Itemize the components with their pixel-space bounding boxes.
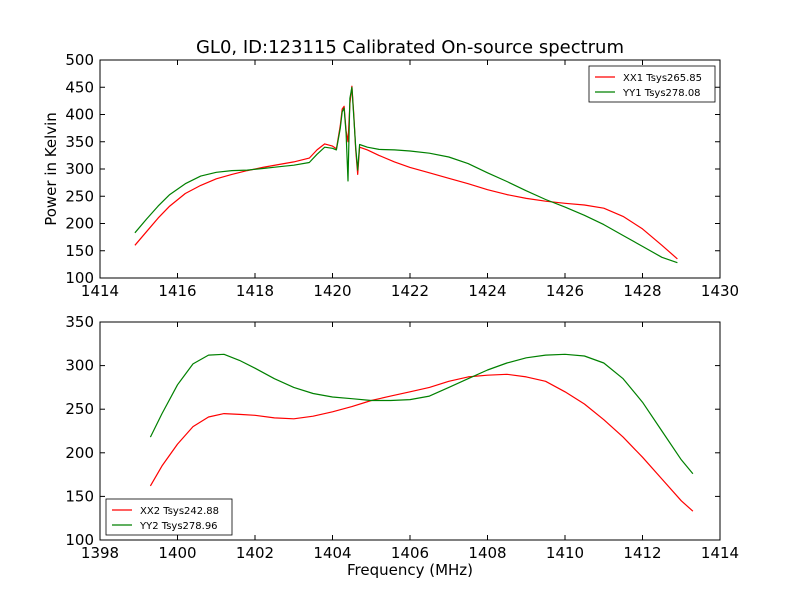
y-tick-label: 400 [65,106,94,124]
legend-box [588,65,716,103]
legend: XX1 Tsys265.85 YY1 Tsys278.08 [588,65,716,103]
x-axis-label: Frequency (MHz) [347,561,473,579]
x-tick-label: 1426 [546,282,584,300]
y-tick-label: 250 [65,187,94,205]
x-tick-label: 1422 [391,282,429,300]
x-tick-label: 1412 [623,544,661,562]
y-tick-label: 100 [65,269,94,287]
y-tick-label: 300 [65,357,94,375]
x-tick-label: 1400 [158,544,196,562]
y-tick-label: 150 [65,242,94,260]
y-tick-label: 500 [65,51,94,69]
x-tick-label: 1410 [546,544,584,562]
y-tick-label: 200 [65,444,94,462]
y-tick-label: 300 [65,160,94,178]
y-tick-label: 100 [65,531,94,549]
x-tick-label: 1430 [701,282,739,300]
top-panel: 1414 1416 1418 1420 1422 1424 1426 1428 1430 100 1… [42,51,739,300]
x-tick-label: 1406 [391,544,429,562]
legend: XX2 Tsys242.88 YY2 Tsys278.96 [105,498,233,536]
bottom-panel: 1398 1400 1402 1404 1406 1408 1410 1412 1414 100 1… [65,313,739,579]
y-tick-label: 350 [65,313,94,331]
y-axis-label: Power in Kelvin [42,112,60,226]
legend-label: YY1 Tsys278.08 [622,88,701,99]
legend-label: XX1 Tsys265.85 [623,73,702,84]
legend-box [105,498,233,536]
x-tick-label: 1420 [313,282,351,300]
y-tick-label: 250 [65,400,94,418]
x-tick-label: 1414 [81,282,119,300]
y-tick-label: 200 [65,215,94,233]
x-tick-label: 1424 [468,282,506,300]
legend-label: YY2 Tsys278.96 [139,521,218,532]
figure-title: GL0, ID:123115 Calibrated On-source spec… [196,37,624,58]
x-tick-label: 1416 [158,282,196,300]
x-tick-label: 1414 [701,544,739,562]
x-tick-label: 1418 [236,282,274,300]
y-tick-label: 150 [65,487,94,505]
series-line-yy [149,353,694,475]
legend-label: XX2 Tsys242.88 [140,506,219,517]
series-line-xx [149,373,694,512]
x-tick-label: 1398 [81,544,119,562]
y-tick-label: 450 [65,78,94,96]
x-tick-label: 1404 [313,544,351,562]
x-tick-label: 1402 [236,544,274,562]
y-tick-label: 350 [65,133,94,151]
x-tick-label: 1408 [468,544,506,562]
x-tick-label: 1428 [623,282,661,300]
series-line-yy [134,86,678,264]
